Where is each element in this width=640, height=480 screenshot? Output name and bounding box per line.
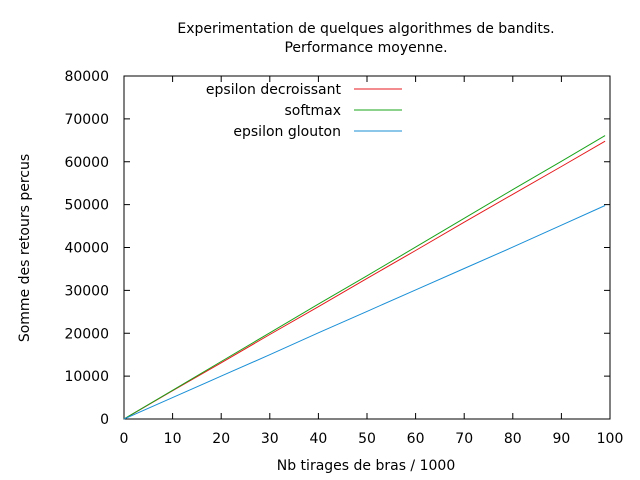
y-tick-label: 0 — [100, 412, 109, 428]
x-tick-label: 40 — [309, 431, 327, 447]
y-tick-label: 60000 — [64, 155, 109, 171]
y-tick-label: 10000 — [64, 369, 109, 385]
series-line-3 — [123, 205, 606, 420]
plot-frame — [123, 75, 611, 420]
y-tick-label: 70000 — [64, 112, 109, 128]
x-tick-label: 80 — [504, 431, 522, 447]
x-tick-label: 60 — [407, 431, 425, 447]
axis-ticks: 0 10 20 30 40 50 60 70 80 90 100 0 10000 20000 30000 40… — [64, 69, 623, 447]
chart-title: Experimentation de quelques algorithmes … — [177, 21, 554, 37]
y-tick-label: 40000 — [64, 241, 109, 257]
x-tick-label: 50 — [358, 431, 376, 447]
legend-label: softmax — [284, 103, 341, 119]
series-line-2 — [123, 135, 606, 420]
x-tick-label: 10 — [164, 431, 182, 447]
chart-subtitle: Performance moyenne. — [284, 40, 447, 56]
y-tick-label: 80000 — [64, 69, 109, 85]
y-tick-label: 50000 — [64, 198, 109, 214]
x-tick-label: 90 — [552, 431, 570, 447]
x-tick-label: 70 — [455, 431, 473, 447]
x-tick-label: 100 — [597, 431, 624, 447]
y-tick-label: 30000 — [64, 283, 109, 299]
legend: epsilon decroissant softmax epsilon glouto… — [206, 82, 402, 140]
x-axis-label: Nb tirages de bras / 1000 — [277, 458, 455, 474]
series-line-1 — [123, 140, 606, 420]
y-tick-label: 20000 — [64, 326, 109, 342]
series-lines — [123, 135, 606, 420]
x-tick-label: 30 — [261, 431, 279, 447]
legend-label: epsilon decroissant — [206, 82, 342, 98]
x-tick-label: 20 — [212, 431, 230, 447]
legend-label: epsilon glouton — [233, 124, 341, 140]
x-tick-label: 0 — [120, 431, 129, 447]
y-axis-label: Somme des retours percus — [17, 154, 33, 342]
